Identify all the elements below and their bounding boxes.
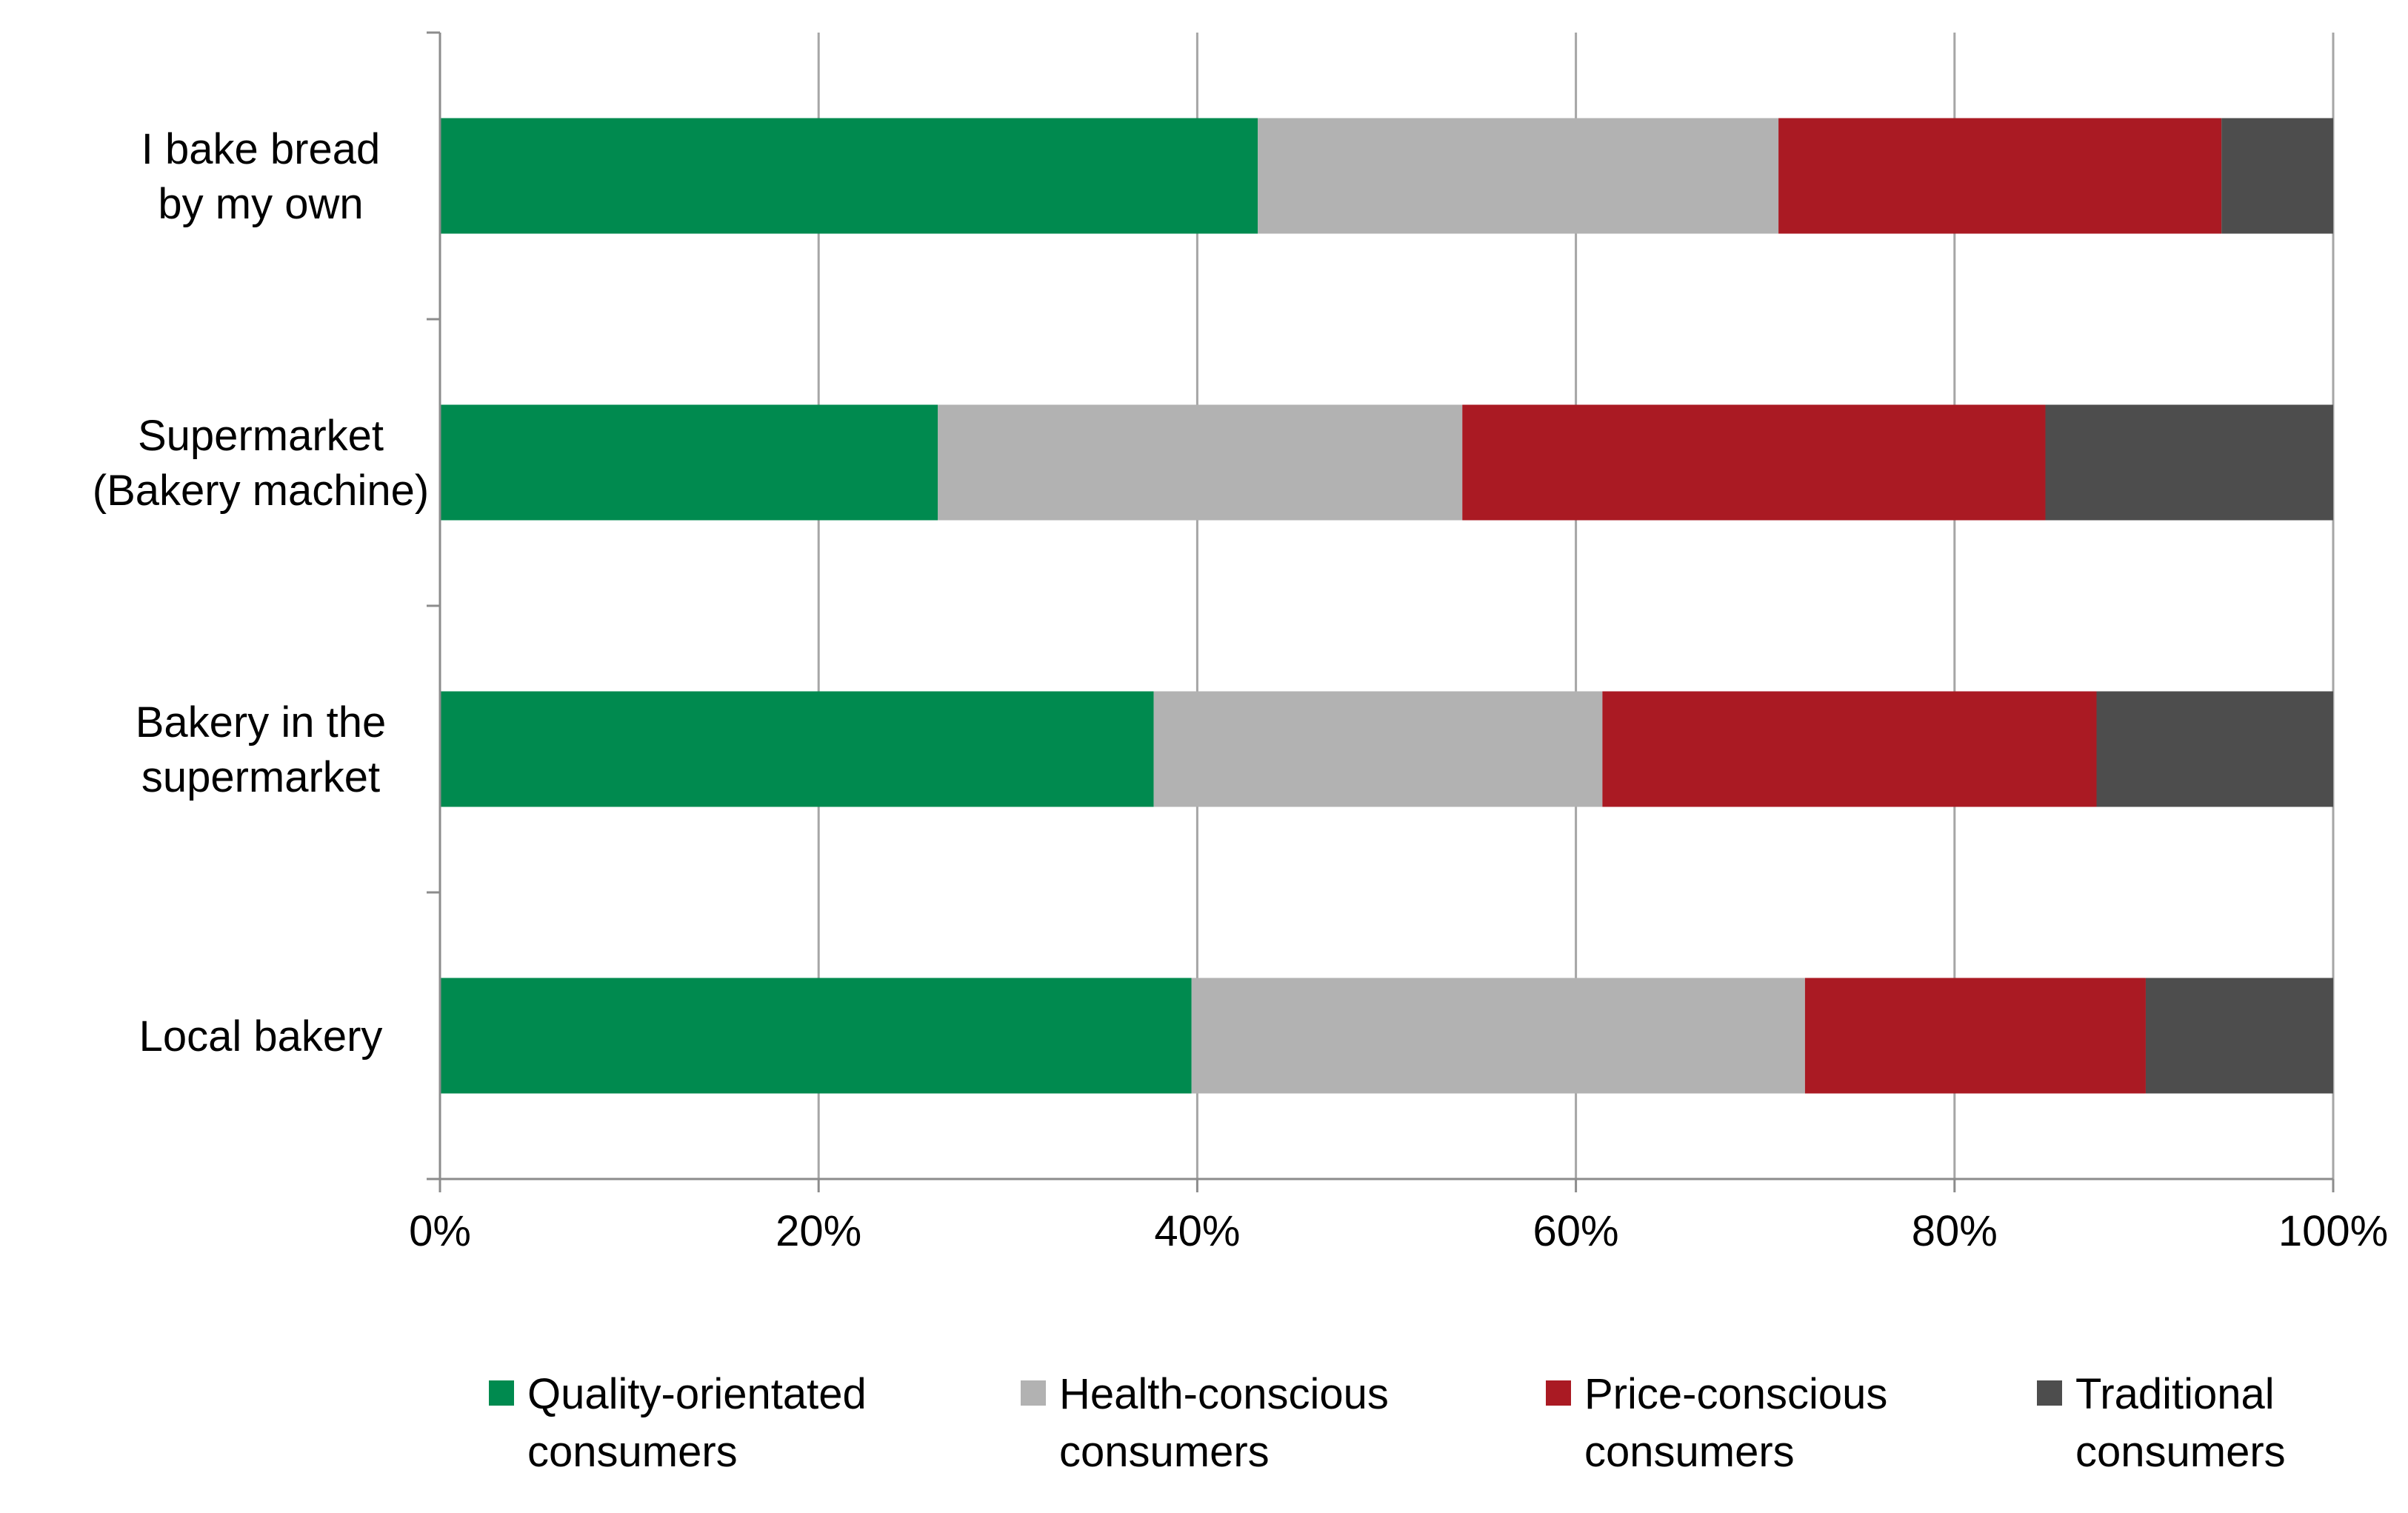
legend-label: Price-conscious [1584,1370,1887,1418]
legend-label: consumers [1059,1428,1270,1476]
category-label: by my own [158,180,363,228]
x-tick-label: 0% [409,1207,471,1255]
legend-swatch-series1 [1021,1380,1046,1406]
bar-segment-cat2-series1 [1153,691,1603,807]
legend-swatch-series0 [489,1380,514,1406]
x-tick-label: 100% [2278,1207,2388,1255]
bar-segment-cat0-series3 [2221,118,2333,234]
category-label: Supermarket [138,412,384,460]
bar-segment-cat3-series3 [2145,978,2333,1094]
category-label: Bakery in the [136,698,387,747]
bar-segments [440,118,2333,1094]
legend-label: consumers [1584,1428,1795,1476]
legend-label: consumers [2075,1428,2286,1476]
bar-segment-cat2-series3 [2096,691,2333,807]
bar-segment-cat2-series0 [440,691,1154,807]
x-tick-label: 60% [1533,1207,1619,1255]
legend-label: Traditional [2075,1370,2275,1418]
legend-swatch-series3 [2037,1380,2062,1406]
bar-segment-cat1-series3 [2045,404,2333,521]
x-tick-label: 80% [1912,1207,1998,1255]
category-label: supermarket [141,753,380,801]
x-tick-label: 40% [1154,1207,1240,1255]
bar-segment-cat0-series2 [1778,118,2222,234]
bar-segment-cat0-series1 [1258,118,1779,234]
legend-swatch-series2 [1546,1380,1571,1406]
category-label: I bake bread [141,125,380,173]
category-label: (Bakery machine) [93,467,429,515]
axes [427,31,2335,1192]
x-axis-tick-labels: 0% 20% 40% 60% 80% 100% [409,1207,2388,1255]
legend-label: consumers [527,1428,738,1476]
legend: Quality-orientated consumers Health-consci… [489,1370,2286,1476]
legend-label: Quality-orientated [527,1370,867,1418]
legend-label: Health-conscious [1059,1370,1389,1418]
bar-segment-cat0-series0 [440,118,1258,234]
bar-segment-cat3-series1 [1191,978,1805,1094]
bar-segment-cat1-series1 [938,404,1463,521]
bar-segment-cat1-series2 [1462,404,2046,521]
bar-segment-cat3-series2 [1804,978,2146,1094]
x-tick-label: 20% [776,1207,861,1255]
bar-segment-cat2-series2 [1602,691,2097,807]
bar-segment-cat1-series0 [440,404,938,521]
y-axis-category-labels: I bake bread by my own Supermarket (Bakery … [93,125,429,1061]
category-label: Local bakery [139,1012,383,1061]
bar-segment-cat3-series0 [440,978,1192,1094]
